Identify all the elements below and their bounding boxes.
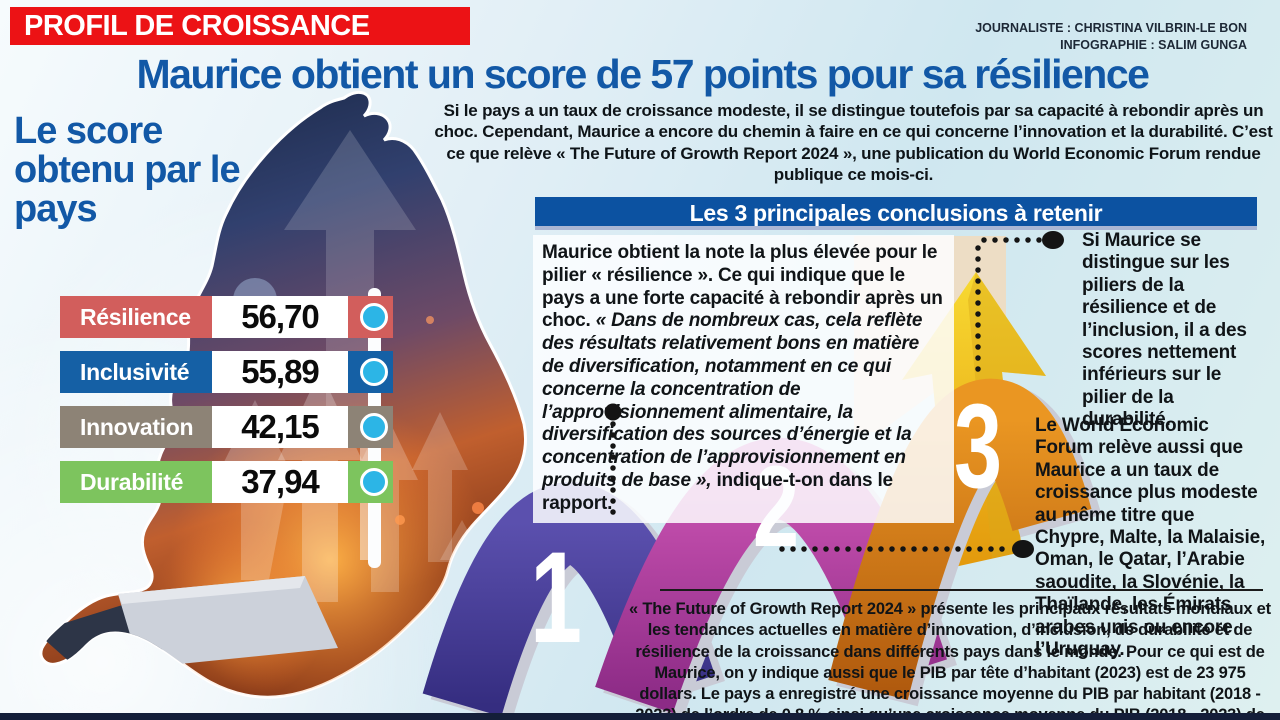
intro-paragraph: Si le pays a un taux de croissance modes… xyxy=(434,101,1273,185)
conclusions-title-bar: Les 3 principales conclusions à retenir xyxy=(535,197,1257,230)
score-row-innovation: Innovation 42,15 xyxy=(60,406,393,448)
score-value: 55,89 xyxy=(212,351,348,393)
journalist-label: JOURNALISTE : xyxy=(975,21,1072,35)
laptop-photo xyxy=(40,576,338,668)
bottom-edge-bar xyxy=(0,713,1280,720)
score-row-resilience: Résilience 56,70 xyxy=(60,296,393,338)
score-label: Durabilité xyxy=(60,461,212,503)
score-value: 42,15 xyxy=(212,406,348,448)
conclusion-1-text: Maurice obtient la note la plus élevée p… xyxy=(533,235,954,523)
credits: JOURNALISTE : CHRISTINA VILBRIN-LE BON I… xyxy=(975,20,1247,53)
credit-journalist: JOURNALISTE : CHRISTINA VILBRIN-LE BON xyxy=(975,20,1247,37)
conclusion-3-text: Si Maurice se distingue sur les piliers … xyxy=(1082,230,1247,431)
score-row-durabilite: Durabilité 37,94 xyxy=(60,461,393,503)
credit-infographer: INFOGRAPHIE : SALIM GUNGA xyxy=(975,37,1247,54)
timeline-dot-icon xyxy=(360,413,388,441)
timeline-dot-icon xyxy=(360,303,388,331)
wave-number-1: 1 xyxy=(530,525,582,671)
score-panel-title: Le score obtenu par le pays xyxy=(14,110,241,230)
timeline-dot-icon xyxy=(360,358,388,386)
journalist-name: CHRISTINA VILBRIN-LE BON xyxy=(1074,21,1247,35)
score-label: Résilience xyxy=(60,296,212,338)
score-value: 56,70 xyxy=(212,296,348,338)
conclusion-1-quote: « Dans de nombreux cas, cela reflète des… xyxy=(542,310,923,491)
score-label: Innovation xyxy=(60,406,212,448)
main-headline: Maurice obtient un score de 57 points po… xyxy=(136,51,1150,97)
connector-2-dot-icon xyxy=(1012,540,1034,558)
footer-divider xyxy=(660,589,1263,591)
score-label: Inclusivité xyxy=(60,351,212,393)
section-kicker: PROFIL DE CROISSANCE xyxy=(10,7,470,45)
wave-number-3: 3 xyxy=(954,379,1002,513)
connector-3-dot-icon xyxy=(1042,231,1064,249)
timeline-dot-icon xyxy=(360,468,388,496)
infographer-label: INFOGRAPHIE : xyxy=(1060,37,1155,52)
score-row-inclusivite: Inclusivité 55,89 xyxy=(60,351,393,393)
conclusion-1-lead: Maurice obtient la note la plus élevée p… xyxy=(542,242,943,332)
footer-paragraph: « The Future of Growth Report 2024 » pré… xyxy=(629,600,1271,720)
infographer-name: SALIM GUNGA xyxy=(1158,37,1247,52)
score-value: 37,94 xyxy=(212,461,348,503)
